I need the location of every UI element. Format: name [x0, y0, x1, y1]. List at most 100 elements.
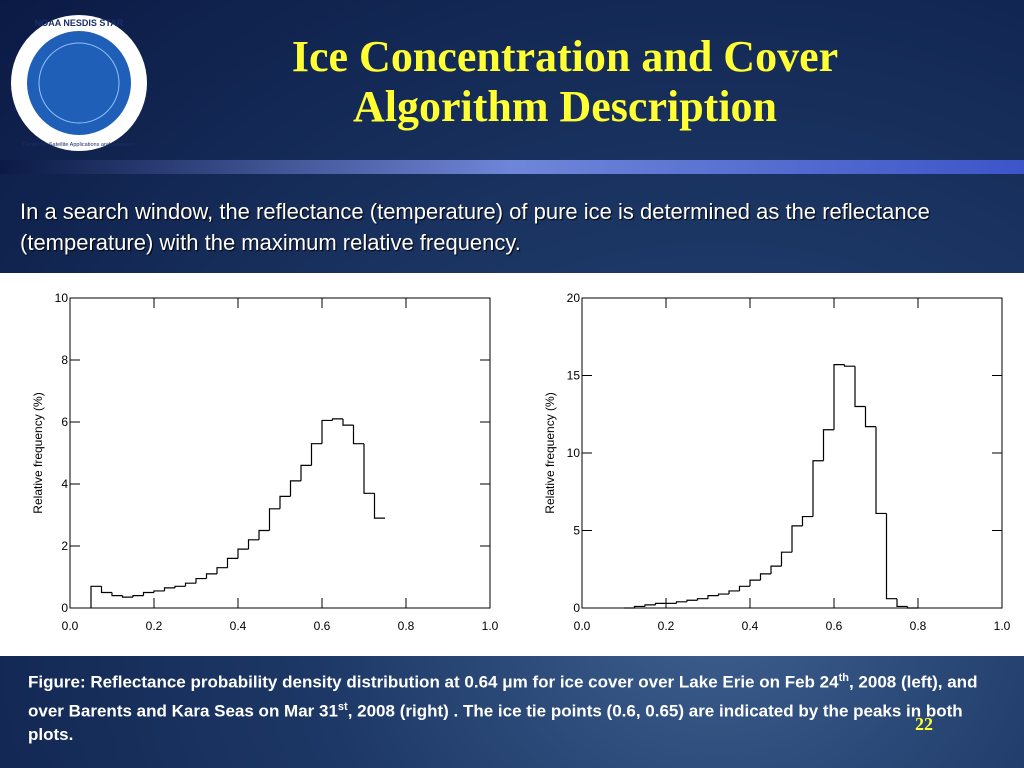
histogram-step — [184, 582, 196, 587]
histogram-step — [216, 567, 228, 574]
histogram-step — [738, 585, 750, 591]
histogram-step — [843, 364, 855, 367]
histogram-step — [686, 599, 698, 602]
x-tick-label: 1.0 — [994, 619, 1011, 633]
histogram-step — [142, 591, 154, 596]
x-tick-label: 0.6 — [826, 619, 843, 633]
histogram-step — [268, 508, 280, 531]
x-tick-label: 1.0 — [482, 619, 499, 633]
title: Ice Concentration and Cover Algorithm Des… — [160, 32, 970, 132]
histogram-step — [885, 513, 897, 600]
histogram-step — [654, 602, 666, 605]
title-line: Ice Concentration and Cover — [291, 32, 839, 81]
histogram-step — [205, 573, 217, 579]
histogram-step — [822, 429, 834, 461]
x-tick-label: 0.0 — [62, 619, 79, 633]
caption-sup: th — [838, 672, 849, 684]
logo: NOAA NESDIS STAR Center for Satellite Ap… — [11, 15, 147, 151]
histogram-step — [759, 573, 771, 581]
histogram-step — [153, 590, 165, 593]
histogram-step — [342, 418, 354, 426]
plot-frame — [69, 297, 491, 609]
histogram-step — [791, 525, 803, 553]
caption-text: , 2008 (right) . The ice tie points (0.6… — [28, 701, 963, 745]
histogram-step — [373, 493, 385, 519]
x-tick-label: 0.4 — [230, 619, 247, 633]
caption-text: , 2008 (left), and over Barents and Kara… — [28, 672, 978, 721]
plot-frame — [581, 297, 1003, 609]
figure-area — [0, 273, 1024, 656]
x-tick-label: 0.0 — [574, 619, 591, 633]
histogram-step — [289, 480, 301, 497]
histogram-step — [696, 598, 708, 601]
caption: Figure: Reflectance probability density … — [28, 666, 988, 747]
histogram-step — [812, 460, 824, 517]
x-tick-label: 0.2 — [658, 619, 675, 633]
histogram-step — [833, 364, 845, 430]
histogram-step — [770, 565, 782, 574]
histogram-step — [321, 419, 333, 444]
x-tick-label: 0.6 — [314, 619, 331, 633]
histogram-step — [195, 577, 207, 584]
page-number: 22 — [915, 714, 933, 734]
histogram-step — [707, 595, 719, 599]
histogram-step — [163, 587, 175, 591]
y-tick-label: 10 — [567, 446, 581, 460]
caption-sup: st — [337, 700, 348, 713]
histogram-step — [780, 551, 792, 567]
y-axis-label: Relative frequency (%) — [31, 392, 45, 513]
logo-line — [38, 42, 120, 124]
histogram-step — [258, 529, 270, 540]
histogram-step — [247, 539, 259, 550]
histogram-step — [111, 592, 123, 597]
histogram-step — [633, 605, 645, 608]
histogram-step — [875, 426, 887, 515]
histogram-step — [331, 418, 343, 421]
y-tick-label: 15 — [567, 369, 581, 383]
y-tick-label: 20 — [567, 291, 581, 305]
histogram-step — [300, 464, 312, 481]
histogram-step — [675, 601, 687, 604]
histogram-step — [352, 425, 364, 445]
histogram-step — [801, 515, 813, 526]
x-tick-label: 0.8 — [398, 619, 415, 633]
x-tick-label: 0.2 — [146, 619, 163, 633]
histogram-step — [363, 443, 375, 494]
title-line: Algorithm Description — [352, 82, 778, 131]
histogram-step — [174, 585, 186, 588]
histogram-step — [90, 585, 102, 608]
histogram-step — [906, 606, 918, 609]
stripe — [0, 160, 1024, 174]
histogram-step — [644, 604, 656, 607]
y-tick-label: 10 — [55, 291, 69, 305]
histogram-step — [310, 443, 322, 466]
logo-top: NOAA NESDIS STAR — [35, 18, 124, 28]
y-tick-label: 2 — [61, 539, 68, 553]
y-tick-label: 4 — [61, 477, 68, 491]
histogram-step — [226, 557, 238, 568]
caption-text: Figure: Reflectance probability density … — [28, 672, 839, 692]
histogram-step — [854, 366, 866, 408]
y-tick-label: 6 — [61, 415, 68, 429]
histogram-step — [728, 590, 740, 595]
histogram-step — [132, 595, 144, 598]
histogram-step — [896, 598, 908, 608]
histogram-step — [749, 579, 761, 587]
y-tick-label: 8 — [61, 353, 68, 367]
x-tick-label: 0.8 — [910, 619, 927, 633]
logo-globe — [27, 31, 131, 135]
histogram-step — [279, 495, 291, 509]
x-tick-label: 0.4 — [742, 619, 759, 633]
histogram-step — [237, 548, 249, 559]
histogram-step — [717, 593, 729, 596]
intro-text: In a search window, the reflectance (tem… — [20, 199, 930, 255]
histogram-step — [864, 406, 876, 428]
logo-bottom: Center for Satellite Applications and Re… — [23, 142, 135, 148]
y-tick-label: 0 — [61, 601, 68, 615]
histogram-step — [100, 586, 112, 594]
y-tick-label: 5 — [573, 524, 580, 538]
y-tick-label: 0 — [573, 601, 580, 615]
y-axis-label: Relative frequency (%) — [543, 392, 557, 513]
